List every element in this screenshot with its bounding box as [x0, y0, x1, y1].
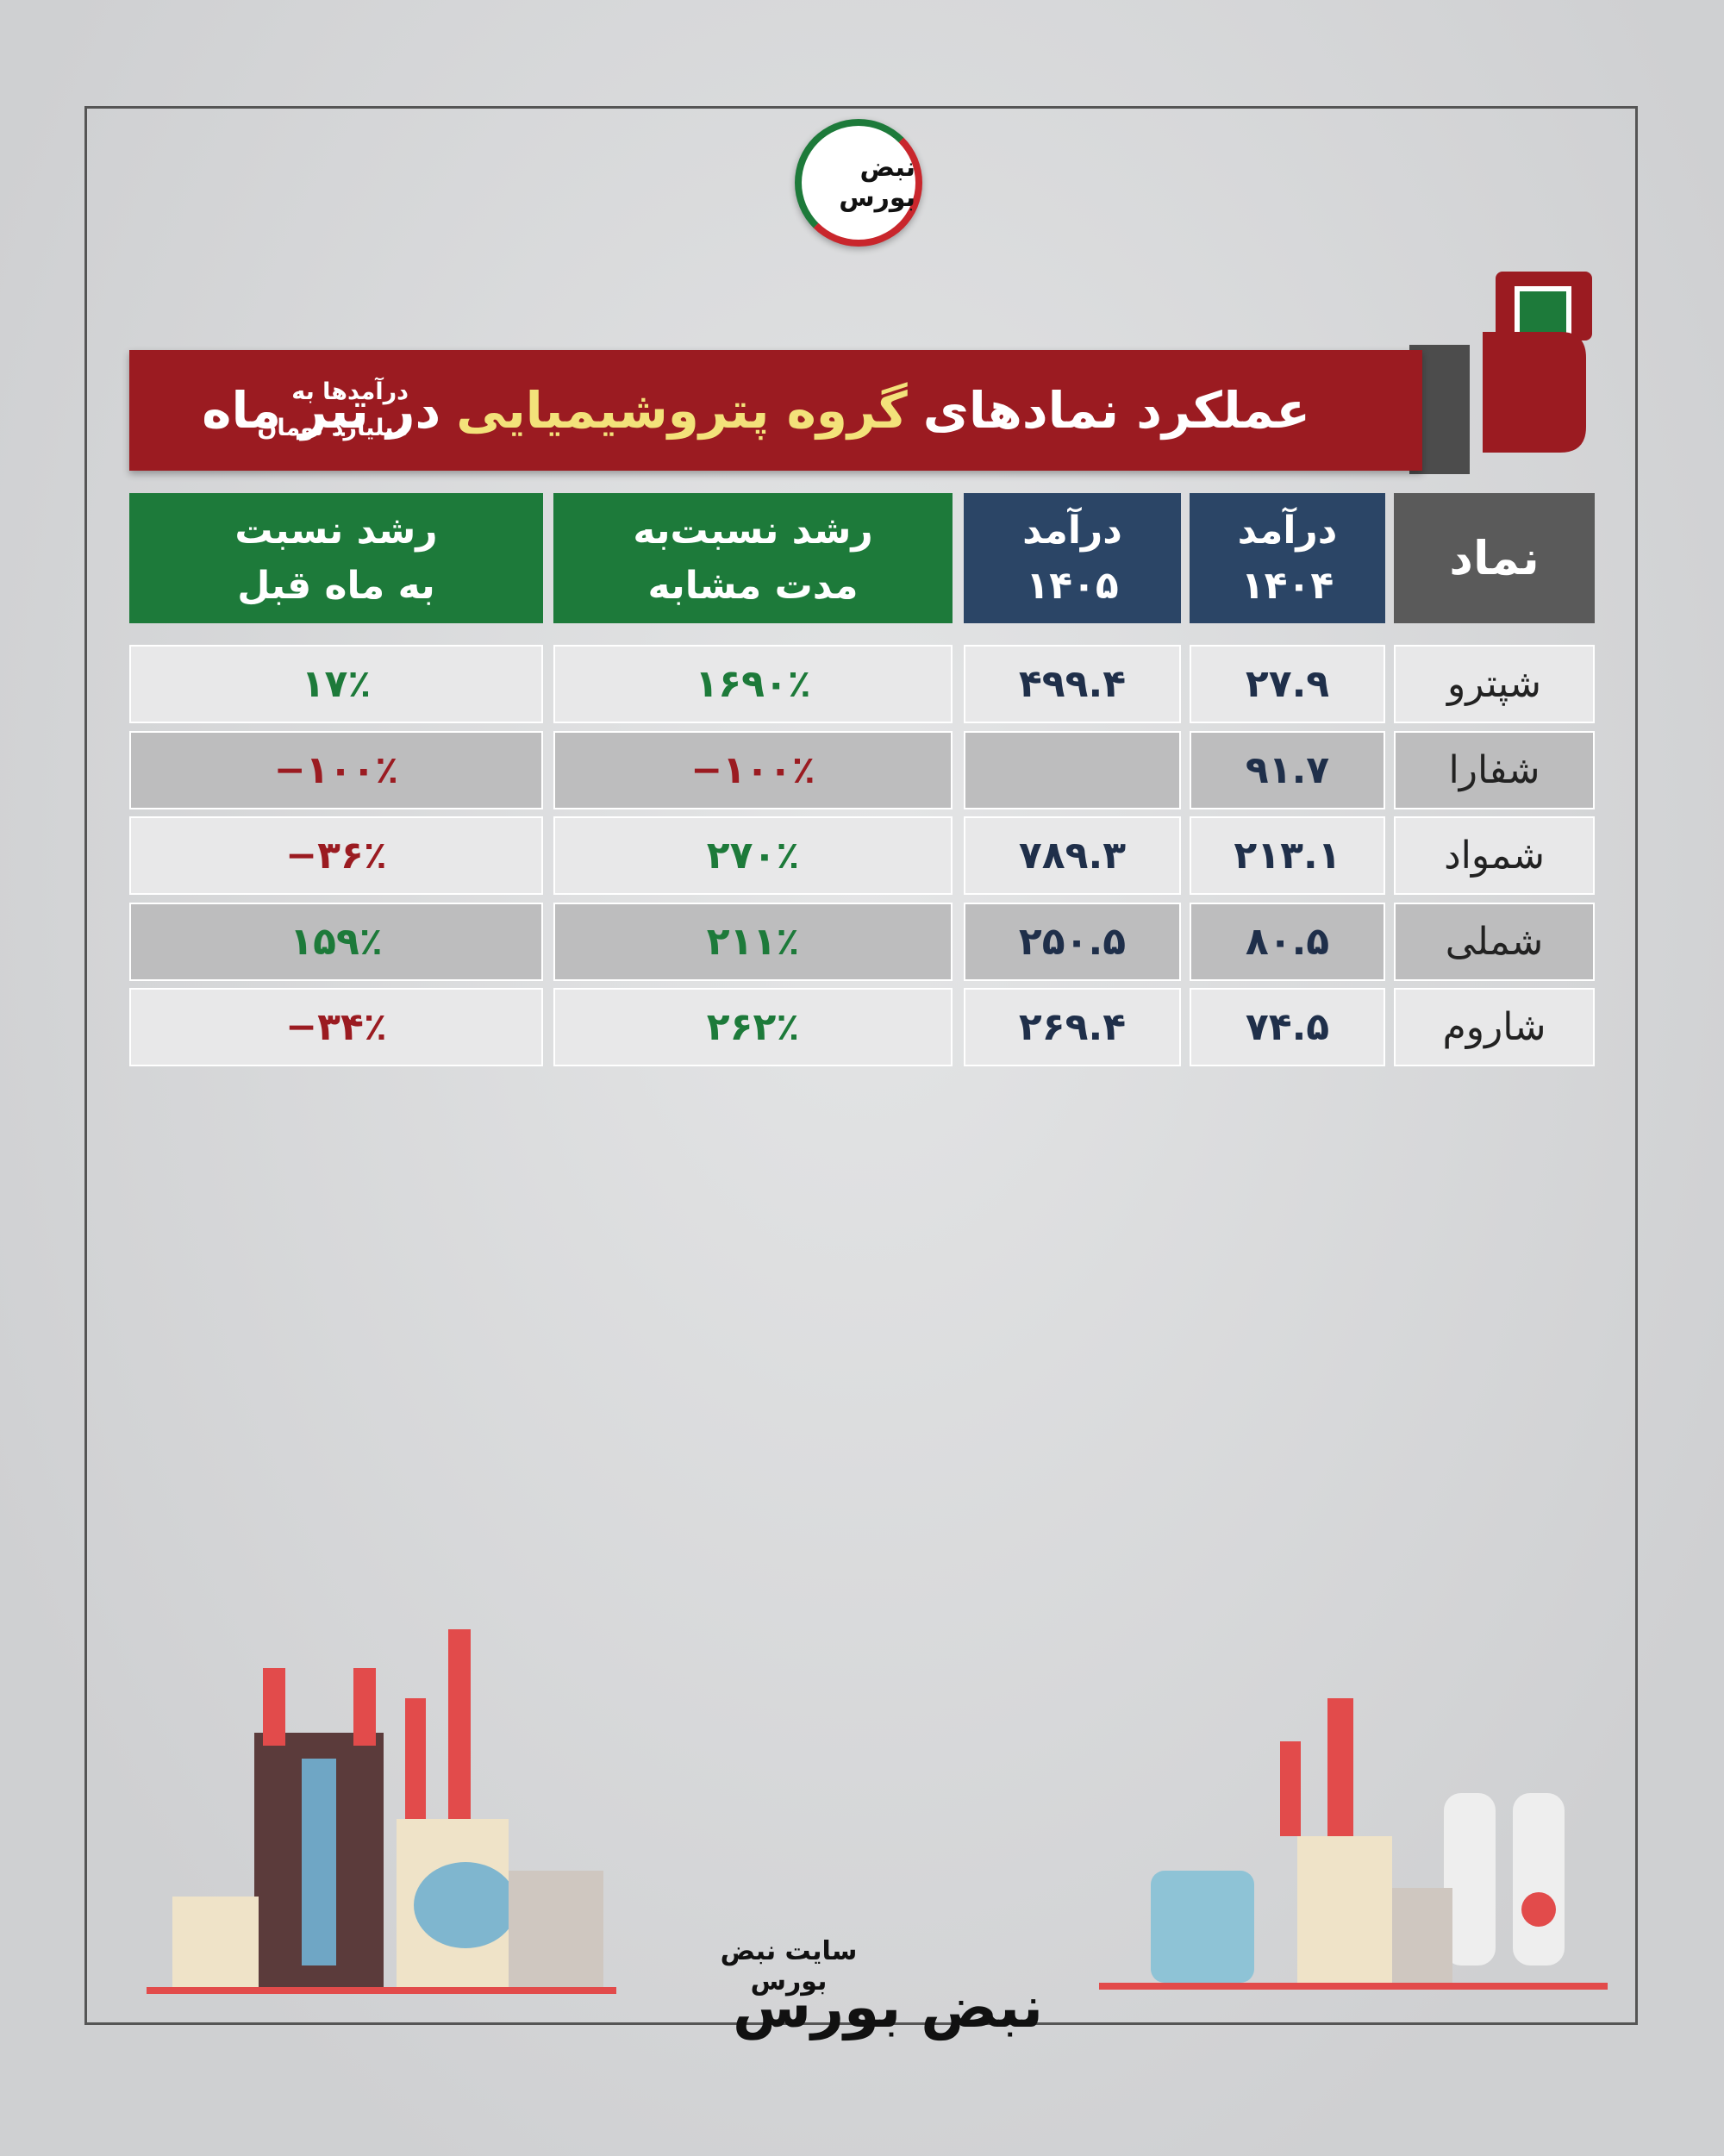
value-cell: ۴۹۹.۴ [964, 645, 1181, 723]
footer-logo: نبض بورس [733, 1974, 1043, 2040]
value-cell: ۲۷۰٪ [553, 816, 953, 895]
factory-left [147, 1629, 616, 1994]
header-line: به ماه قبل [237, 563, 435, 608]
header-cell: نماد [1394, 493, 1595, 623]
value-cell [964, 730, 1181, 809]
value-cell: ۱۷٪ [129, 645, 543, 723]
value-cell: −۱۰۰٪ [553, 730, 953, 809]
symbol-cell: شمواد [1394, 816, 1595, 895]
header-line: درآمد [1237, 508, 1338, 553]
title-highlight: گروه پتروشیمیایی [456, 381, 908, 440]
header-line: ۱۴۰۴ [1240, 563, 1334, 608]
value-cell: ۷۸۹.۳ [964, 816, 1181, 895]
header-cell: درآمد ۱۴۰۴ [1190, 493, 1385, 623]
title-part: در تیر ماه [202, 381, 441, 440]
unit-note-line: درآمدها به [291, 378, 409, 405]
value-cell: ۲۵۰.۵ [964, 902, 1181, 981]
value-cell: −۳۶٪ [129, 816, 543, 895]
value-cell: ۲۶۹.۴ [964, 988, 1181, 1066]
header-cell: رشد نسبت به ماه قبل [129, 493, 543, 623]
title-part: عملکرد نمادهای [922, 381, 1310, 440]
factory-right [1099, 1698, 1608, 1990]
unit-note-line: میلیارد تومان [257, 415, 409, 441]
header-line: رشد نسبت [234, 508, 438, 553]
symbol-cell: شاروم [1394, 988, 1595, 1066]
symbol-cell: شفارا [1394, 730, 1595, 809]
value-cell: ۲۱۳.۱ [1190, 816, 1385, 895]
value-cell: −۳۴٪ [129, 988, 543, 1066]
footer-site: سایت نبض بورس [720, 1936, 858, 1997]
value-cell: ۷۴.۵ [1190, 988, 1385, 1066]
header-cell: درآمد ۱۴۰۵ [964, 493, 1181, 623]
value-cell: ۲۷.۹ [1190, 645, 1385, 723]
value-cell: ۱۶۹۰٪ [553, 645, 953, 723]
value-cell: ۲۶۲٪ [553, 988, 953, 1066]
frame [84, 106, 1638, 2025]
unit-note: درآمدها به میلیارد تومان [150, 374, 409, 447]
header-line: ۱۴۰۵ [1026, 563, 1119, 608]
value-cell: ۸۰.۵ [1190, 902, 1385, 981]
logo: نبض بورس [795, 119, 922, 247]
hand-icon [1409, 272, 1592, 474]
header-cell: رشد نسبت‌به مدت مشابه [553, 493, 953, 623]
value-cell: ۱۵۹٪ [129, 902, 543, 981]
symbol-cell: شملی [1394, 902, 1595, 981]
value-cell: −۱۰۰٪ [129, 730, 543, 809]
header-line: درآمد [1022, 508, 1122, 553]
title-banner: عملکرد نمادهای گروه پتروشیمیایی در تیر م… [129, 350, 1422, 471]
value-cell: ۲۱۱٪ [553, 902, 953, 981]
header-line: نماد [1449, 530, 1540, 585]
header-line: رشد نسبت‌به [633, 508, 873, 553]
symbol-cell: شپترو [1394, 645, 1595, 723]
header-line: مدت مشابه [647, 563, 859, 608]
title: عملکرد نمادهای گروه پتروشیمیایی در تیر م… [202, 350, 1310, 471]
value-cell: ۹۱.۷ [1190, 730, 1385, 809]
